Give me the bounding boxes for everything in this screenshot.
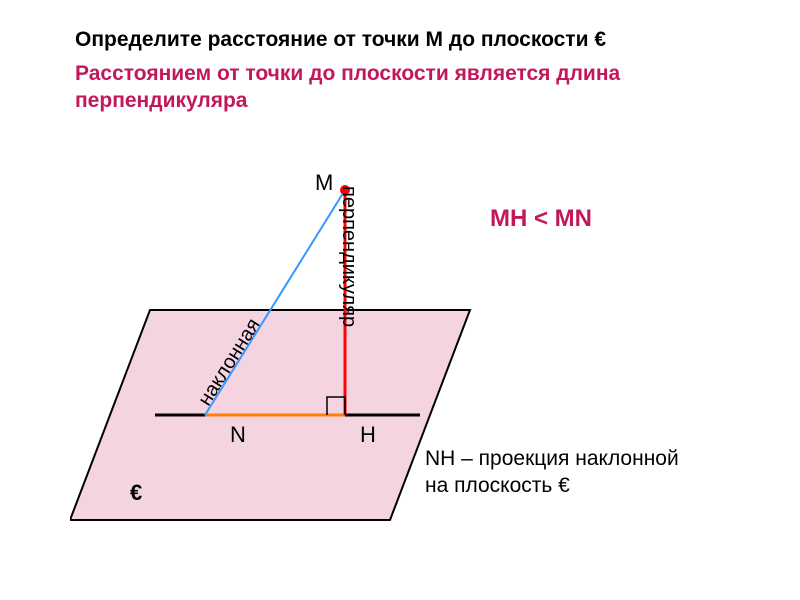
caption-line1: NH – проекция наклонной [425,447,679,470]
label-M: М [315,170,333,196]
title-line1: Определите расстояние от точки М до плос… [75,28,750,52]
title-line2: Расстоянием от точки до плоскости являет… [75,60,750,115]
label-perpendicular: перпендикуляр [337,186,360,327]
title-block: Определите расстояние от точки М до плос… [75,28,750,115]
projection-caption: NH – проекция наклонной на плоскость € [425,445,679,500]
caption-line2: на плоскость € [425,474,570,497]
label-H: H [360,422,376,448]
inequality-text: MH < MN [490,205,592,233]
label-N: N [230,422,246,448]
label-eps: € [130,480,142,506]
